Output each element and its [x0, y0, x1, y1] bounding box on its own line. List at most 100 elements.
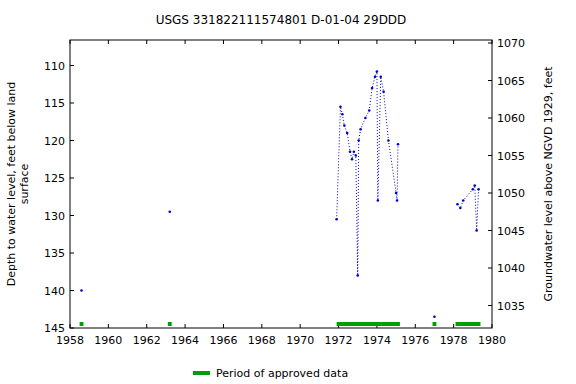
y-tick — [70, 290, 74, 291]
y2-tick-label: 1065 — [497, 75, 525, 88]
x-tick-label: 1970 — [286, 334, 314, 347]
y-tick — [70, 65, 74, 66]
data-point — [459, 207, 462, 210]
y2-tick — [488, 80, 492, 81]
data-point — [387, 139, 390, 142]
data-point — [355, 154, 358, 157]
x-tick-label: 1962 — [133, 334, 161, 347]
y-axis-label-line: Depth to water level, feet below land — [5, 82, 18, 287]
x-tick — [300, 40, 301, 44]
y2-tick-label: 1070 — [497, 37, 525, 50]
x-tick-label: 1964 — [171, 334, 199, 347]
data-point — [376, 70, 379, 73]
y-tick-label: 125 — [44, 172, 65, 185]
y2-tick — [488, 118, 492, 119]
y2-tick — [488, 193, 492, 194]
data-point — [346, 132, 349, 135]
y-tick-label: 145 — [44, 322, 65, 335]
x-tick — [108, 40, 109, 44]
data-point — [382, 90, 385, 93]
approved-period — [456, 322, 481, 326]
data-point — [473, 184, 476, 187]
y-tick-label: 135 — [44, 247, 65, 260]
series-line — [457, 186, 478, 231]
x-tick-label: 1980 — [478, 334, 506, 347]
y-tick-label: 130 — [44, 210, 65, 223]
y-tick — [70, 215, 74, 216]
y2-tick-label: 1040 — [497, 262, 525, 275]
x-tick — [415, 40, 416, 44]
y2-tick-label: 1055 — [497, 150, 525, 163]
y-tick — [70, 103, 74, 104]
y2-tick-label: 1060 — [497, 112, 525, 125]
x-tick — [261, 324, 262, 328]
x-tick — [185, 324, 186, 328]
x-tick — [453, 324, 454, 328]
y-tick-label: 110 — [44, 60, 65, 73]
y-tick — [70, 178, 74, 179]
data-point — [343, 124, 346, 127]
x-tick — [146, 40, 147, 44]
x-tick — [70, 40, 71, 44]
x-tick-label: 1958 — [56, 334, 84, 347]
y2-tick — [488, 155, 492, 156]
data-point — [472, 188, 475, 191]
data-point — [357, 139, 360, 142]
y2-tick-label: 1045 — [497, 225, 525, 238]
y2-axis-label: Groundwater level above NGVD 1929, feet — [542, 66, 555, 302]
data-point — [368, 109, 371, 112]
y2-tick-label: 1035 — [497, 300, 525, 313]
x-tick — [376, 40, 377, 44]
data-point — [168, 210, 171, 213]
data-point — [371, 87, 374, 90]
y-tick-label: 115 — [44, 97, 65, 110]
y2-tick — [488, 268, 492, 269]
y-tick — [70, 253, 74, 254]
x-tick-label: 1966 — [209, 334, 237, 347]
x-tick — [453, 40, 454, 44]
x-tick-label: 1976 — [401, 334, 429, 347]
plot-area — [80, 70, 481, 326]
x-tick-label: 1960 — [94, 334, 122, 347]
x-tick — [185, 40, 186, 44]
x-tick — [70, 324, 71, 328]
chart: USGS 331822111574801 D-01-04 29DDD 1958 19… — [0, 0, 576, 384]
x-tick — [223, 40, 224, 44]
x-tick-label: 1972 — [325, 334, 353, 347]
x-tick-label: 1968 — [248, 334, 276, 347]
approved-period — [168, 322, 172, 326]
data-point — [456, 203, 459, 206]
x-tick-label: 1978 — [440, 334, 468, 347]
data-point — [353, 150, 356, 153]
data-point — [335, 218, 338, 221]
approved-period — [433, 322, 437, 326]
x-tick — [108, 324, 109, 328]
y2-tick-label: 1050 — [497, 187, 525, 200]
data-point — [475, 229, 478, 232]
data-point — [462, 199, 465, 202]
approved-period — [80, 322, 84, 326]
y2-tick — [488, 305, 492, 306]
data-point — [356, 274, 359, 277]
x-tick-label: 1974 — [363, 334, 391, 347]
data-point — [341, 113, 344, 116]
title: USGS 331822111574801 D-01-04 29DDD — [156, 13, 407, 27]
data-point — [364, 117, 367, 120]
y-tick-label: 120 — [44, 135, 65, 148]
data-point — [351, 158, 354, 161]
legend-swatch — [193, 371, 210, 375]
data-point — [395, 192, 398, 195]
x-tick — [261, 40, 262, 44]
x-tick — [338, 40, 339, 44]
data-point — [80, 289, 83, 292]
y-tick — [70, 328, 74, 329]
y-axis-label: Depth to water level, feet below landsur… — [5, 82, 31, 287]
plot-frame — [70, 40, 492, 328]
y2-tick — [488, 43, 492, 44]
data-point — [339, 105, 342, 108]
x-tick — [300, 324, 301, 328]
x-tick — [492, 324, 493, 328]
y-axis-label-line: surface — [18, 163, 31, 204]
data-point — [433, 315, 436, 318]
y-tick — [70, 140, 74, 141]
